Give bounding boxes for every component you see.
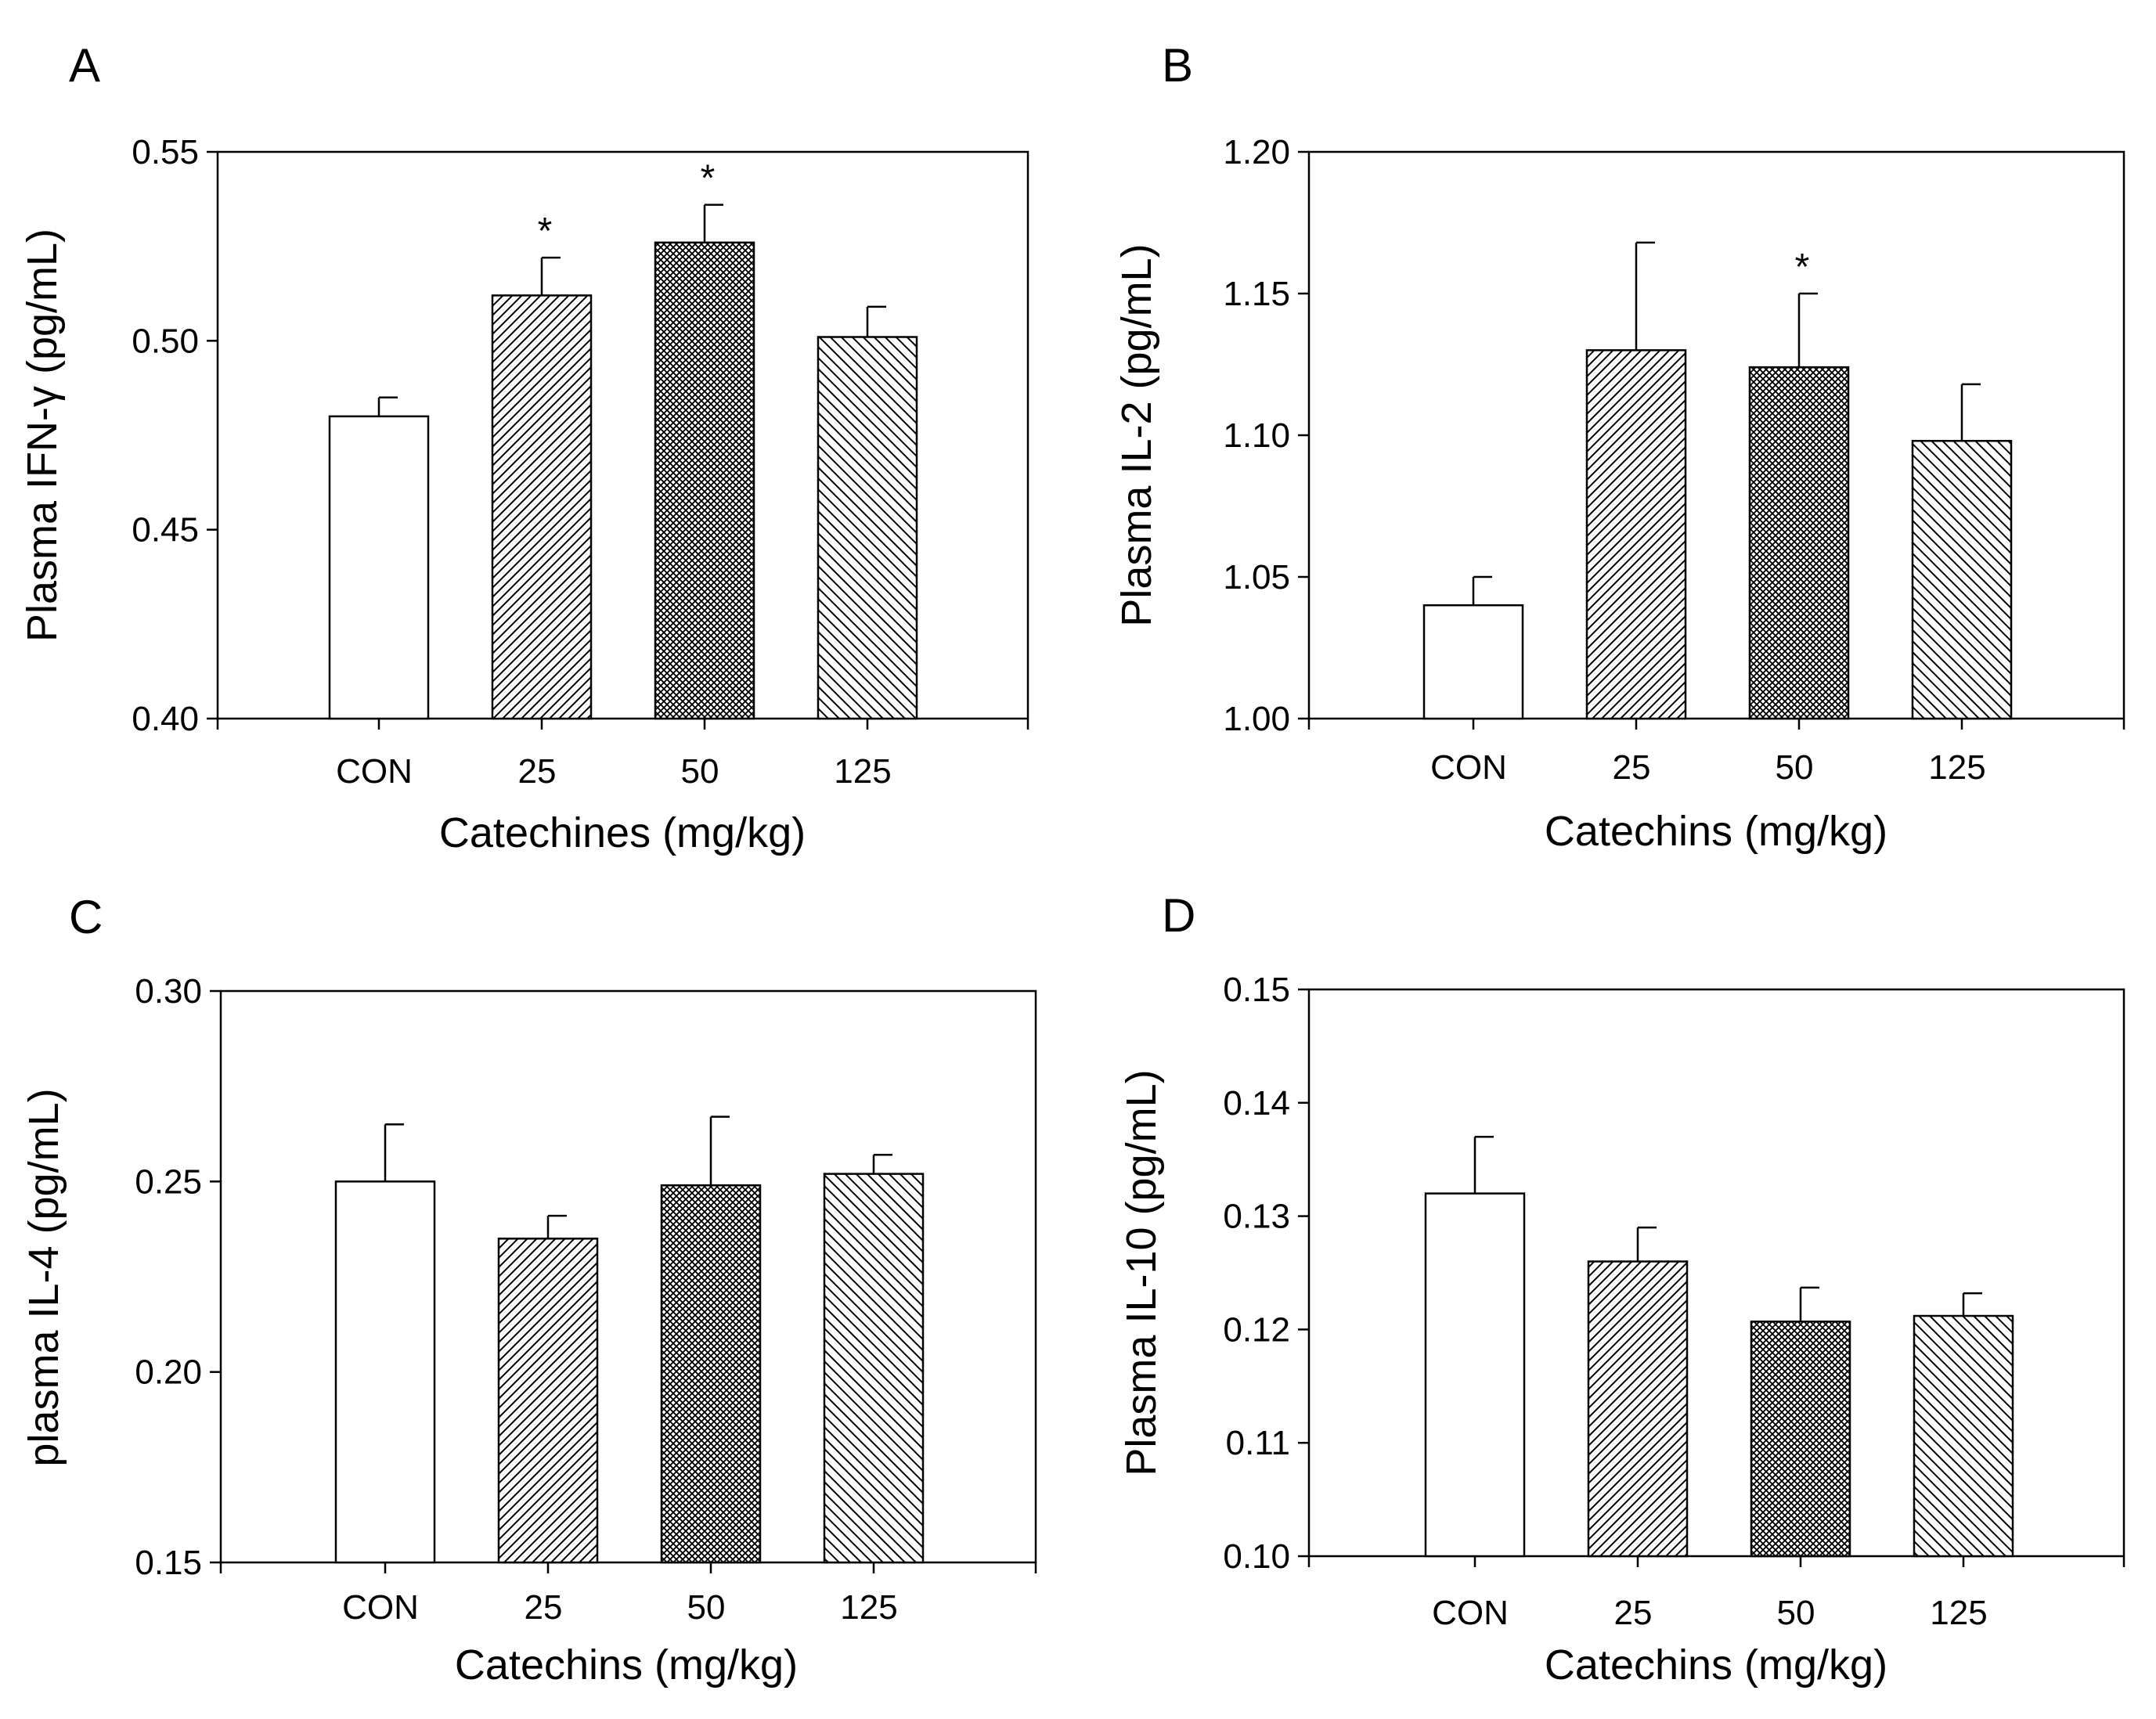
bar-50	[660, 1184, 762, 1564]
panel-letter: D	[1162, 889, 1195, 942]
y-tick-label: 1.15	[1223, 275, 1290, 313]
x-tick-label: 25	[1613, 748, 1651, 787]
y-tick-label: 1.00	[1223, 700, 1290, 738]
bar-con	[1424, 1192, 1526, 1558]
y-tick-label: 0.13	[1223, 1198, 1290, 1236]
panel-letter: B	[1162, 39, 1193, 92]
y-tick-label: 0.20	[135, 1353, 202, 1392]
bar-con	[334, 1180, 436, 1564]
significance-marker: *	[1795, 247, 1810, 288]
y-tick-label: 1.10	[1223, 416, 1290, 455]
plot-frame	[219, 989, 1037, 1564]
y-tick-label: 0.45	[132, 511, 199, 550]
y-tick-label: 0.11	[1226, 1424, 1290, 1462]
panel-a: A 0.40 0.45 0.50 0.55 CON 25 * 50 * 125 Catechines …	[19, 39, 1029, 856]
bar-125	[817, 336, 918, 720]
x-tick-label: CON	[1432, 1594, 1509, 1632]
y-tick-label: 1.05	[1223, 558, 1290, 596]
bar-con	[1422, 604, 1524, 720]
panel-letter: C	[69, 891, 103, 943]
panel-b: B 1.00 1.05 1.10 1.15 1.20 CON 25 50 * 125 Catechin…	[1113, 39, 2125, 855]
y-axis-title: Plasma IFN-γ (pg/mL)	[19, 229, 66, 642]
x-tick-label: 125	[840, 1588, 897, 1627]
significance-marker: *	[701, 158, 716, 200]
x-tick-label: 50	[1777, 1594, 1815, 1632]
x-tick-label: CON	[336, 752, 413, 791]
y-tick-label: 0.15	[1223, 971, 1290, 1009]
x-axis-title: Catechins (mg/kg)	[1545, 808, 1887, 855]
y-tick-label: 0.25	[135, 1162, 202, 1201]
y-tick-label: 0.14	[1223, 1084, 1290, 1123]
bar-25	[497, 1238, 599, 1564]
x-tick-label: 50	[687, 1588, 726, 1627]
y-tick-label: 0.10	[1223, 1537, 1290, 1576]
bar-125	[1913, 1314, 2014, 1558]
bar-125	[1911, 439, 2013, 720]
x-tick-label: 25	[1614, 1594, 1653, 1632]
bar-25	[1585, 349, 1687, 720]
x-tick-label: 50	[1776, 748, 1814, 787]
x-tick-label: 50	[681, 752, 719, 791]
x-axis-title: Catechins (mg/kg)	[1545, 1642, 1887, 1688]
x-axis-title: Catechins (mg/kg)	[455, 1642, 798, 1688]
x-tick-label: CON	[1430, 748, 1507, 787]
x-tick-label: 125	[834, 752, 891, 791]
y-tick-label: 0.50	[132, 322, 199, 360]
bar-50	[1748, 366, 1850, 720]
x-tick-label: 25	[518, 752, 557, 791]
panel-letter: A	[69, 39, 100, 92]
panel-d: D 0.10 0.11 0.12 0.13 0.14 0.15 CON 25 50 125 Catec…	[1118, 889, 2125, 1688]
panel-c: C 0.15 0.20 0.25 0.30 CON 25 50 125 Catechins (mg…	[20, 891, 1037, 1688]
bar-50	[654, 241, 755, 720]
y-axis-title: Plasma IL-2 (pg/mL)	[1113, 243, 1160, 626]
significance-marker: *	[538, 211, 553, 252]
y-axis-title: Plasma IL-10 (pg/mL)	[1118, 1069, 1165, 1476]
bar-con	[328, 415, 430, 720]
bar-25	[1587, 1260, 1689, 1558]
y-tick-label: 0.15	[135, 1544, 202, 1582]
y-axis-title: plasma IL-4 (pg/mL)	[20, 1088, 67, 1466]
bar-25	[491, 294, 593, 720]
bar-125	[823, 1173, 925, 1564]
x-tick-label: 25	[525, 1588, 563, 1627]
y-tick-label: 0.55	[132, 133, 199, 171]
plot-frame	[1307, 988, 2125, 1558]
y-tick-label: 0.12	[1223, 1310, 1290, 1349]
x-axis-title: Catechines (mg/kg)	[439, 809, 806, 856]
y-tick-label: 1.20	[1223, 133, 1290, 171]
y-tick-label: 0.40	[132, 700, 199, 738]
x-tick-label: 125	[1930, 1594, 1987, 1632]
x-tick-label: CON	[342, 1588, 419, 1627]
plot-frame	[216, 150, 1029, 720]
bar-50	[1750, 1321, 1851, 1558]
x-tick-label: 125	[1928, 748, 1985, 787]
y-tick-label: 0.30	[135, 972, 202, 1011]
